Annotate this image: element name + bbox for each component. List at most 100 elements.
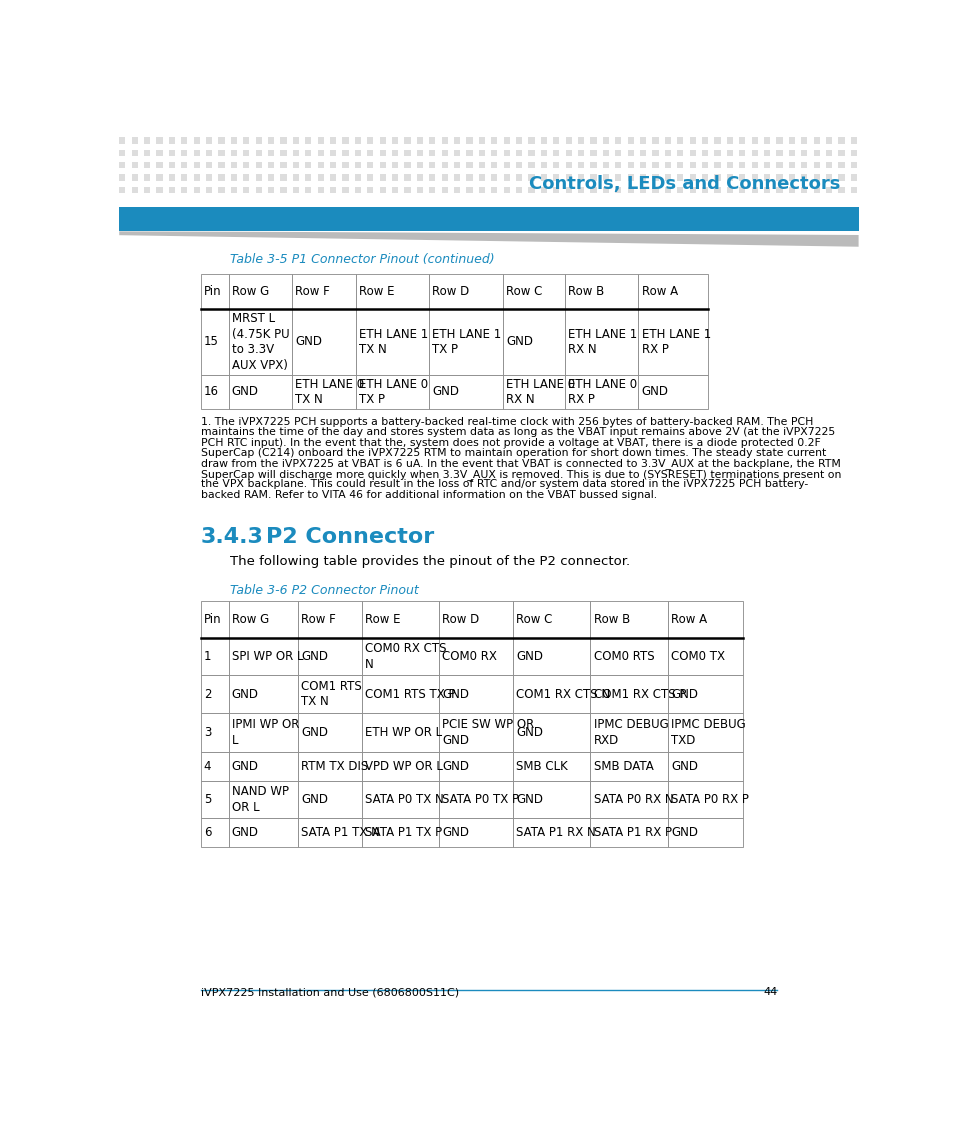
Text: GND: GND <box>442 688 469 701</box>
Bar <box>825 174 831 181</box>
Text: ETH LANE 0
TX P: ETH LANE 0 TX P <box>358 378 427 406</box>
Bar <box>590 174 596 181</box>
Text: COM0 RTS: COM0 RTS <box>593 650 654 663</box>
Bar <box>739 150 744 156</box>
Text: PCIE SW WP OR
GND: PCIE SW WP OR GND <box>442 718 534 747</box>
Bar <box>330 137 335 143</box>
Bar <box>229 275 292 309</box>
Bar <box>491 137 497 143</box>
Bar <box>528 150 534 156</box>
Bar <box>255 187 261 192</box>
Bar <box>615 163 620 168</box>
Bar <box>218 163 224 168</box>
Bar <box>714 137 720 143</box>
Bar <box>714 174 720 181</box>
Bar <box>602 137 608 143</box>
Bar <box>144 150 150 156</box>
Bar <box>466 150 472 156</box>
Bar <box>156 187 162 192</box>
Bar <box>200 309 229 374</box>
Bar <box>478 150 484 156</box>
Bar <box>875 137 881 143</box>
Bar <box>677 150 682 156</box>
Bar <box>503 174 509 181</box>
Text: IPMC DEBUG
RXD: IPMC DEBUG RXD <box>593 718 668 747</box>
Bar <box>776 187 781 192</box>
Bar <box>726 187 732 192</box>
Bar <box>293 150 298 156</box>
Bar <box>788 150 794 156</box>
Bar <box>193 137 199 143</box>
Bar <box>900 137 905 143</box>
Text: ETH LANE 0
RX P: ETH LANE 0 RX P <box>567 378 637 406</box>
Bar <box>513 674 590 713</box>
Bar <box>416 163 422 168</box>
Bar <box>466 174 472 181</box>
Bar <box>119 137 125 143</box>
Bar <box>825 137 831 143</box>
Bar <box>132 163 137 168</box>
Bar <box>193 150 199 156</box>
Bar <box>602 174 608 181</box>
Bar <box>638 309 707 374</box>
Bar <box>513 638 590 674</box>
Bar <box>268 174 274 181</box>
Bar <box>667 781 742 818</box>
Text: GND: GND <box>232 760 258 773</box>
Bar <box>912 137 918 143</box>
Bar <box>293 163 298 168</box>
Bar <box>516 174 521 181</box>
Bar <box>298 674 361 713</box>
Bar <box>491 163 497 168</box>
Text: Row C: Row C <box>505 285 542 299</box>
Polygon shape <box>119 231 858 235</box>
Bar <box>887 174 893 181</box>
Bar <box>330 174 335 181</box>
Text: 44: 44 <box>762 987 777 997</box>
Bar <box>751 150 757 156</box>
Bar <box>439 752 513 781</box>
Bar <box>229 374 292 409</box>
Bar <box>862 150 868 156</box>
Text: 6: 6 <box>204 827 211 839</box>
Bar <box>305 163 311 168</box>
Bar <box>255 163 261 168</box>
Bar <box>416 137 422 143</box>
Bar <box>639 163 645 168</box>
Bar <box>590 150 596 156</box>
Bar <box>305 137 311 143</box>
Text: ETH WP OR L: ETH WP OR L <box>365 726 441 740</box>
Bar <box>701 150 707 156</box>
Bar <box>439 674 513 713</box>
Bar <box>776 150 781 156</box>
Bar <box>342 174 348 181</box>
Bar <box>404 174 410 181</box>
Bar <box>119 150 125 156</box>
Bar <box>513 601 590 638</box>
Bar <box>355 174 360 181</box>
Text: GND: GND <box>432 386 458 398</box>
Bar <box>200 601 229 638</box>
Bar <box>714 163 720 168</box>
Bar <box>627 163 633 168</box>
Bar <box>416 187 422 192</box>
Bar <box>342 187 348 192</box>
Bar <box>169 187 174 192</box>
Bar <box>367 163 373 168</box>
Text: COM1 RX CTS N: COM1 RX CTS N <box>516 688 610 701</box>
Bar <box>200 752 229 781</box>
Text: SATA P0 RX P: SATA P0 RX P <box>670 793 748 806</box>
Bar <box>900 150 905 156</box>
Bar <box>862 137 868 143</box>
Bar <box>491 187 497 192</box>
Bar <box>429 174 435 181</box>
Bar <box>578 163 583 168</box>
Bar <box>367 187 373 192</box>
Bar <box>367 137 373 143</box>
Bar <box>664 187 670 192</box>
Bar <box>813 137 819 143</box>
Bar <box>627 150 633 156</box>
Text: SATA P0 RX N: SATA P0 RX N <box>593 793 673 806</box>
Bar <box>280 187 286 192</box>
Bar <box>439 601 513 638</box>
